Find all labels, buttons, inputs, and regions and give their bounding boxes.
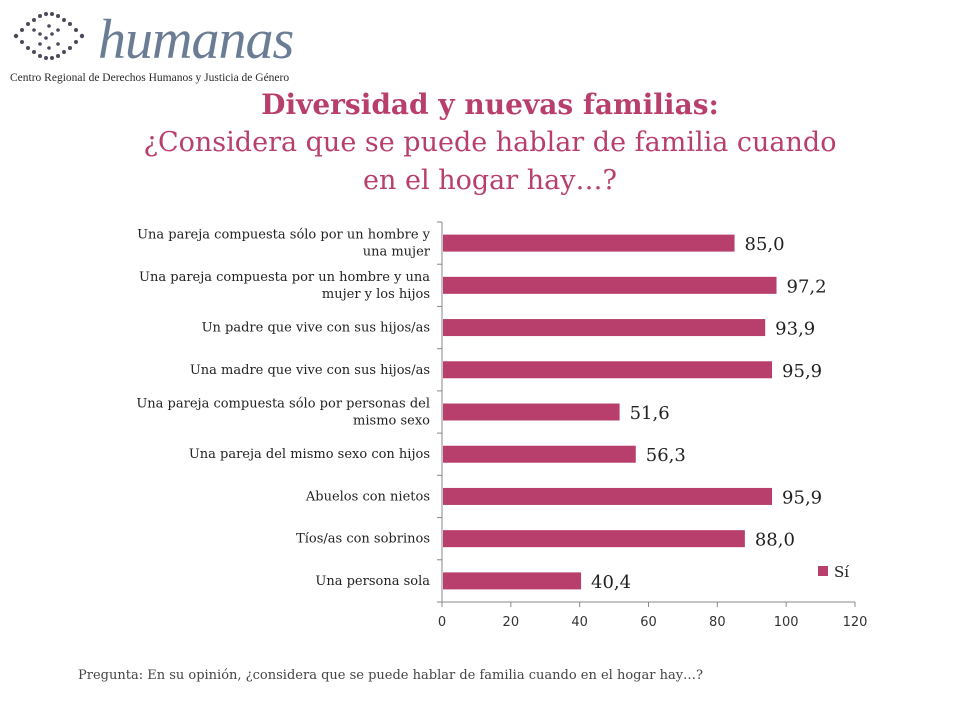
page-title: Diversidad y nuevas familias: ¿Considera…	[60, 86, 920, 200]
logo-wordmark: humanas	[98, 9, 294, 71]
logo-mark-icon	[13, 12, 85, 60]
bar	[443, 572, 582, 590]
value-label: 95,9	[782, 487, 822, 508]
humanas-logo: humanas Centro Regional de Derechos Huma…	[6, 6, 294, 94]
value-label: 97,2	[787, 276, 827, 297]
value-label: 40,4	[591, 572, 631, 593]
category-label: Una madre que vive con sus hijos/as	[190, 363, 430, 378]
category-label: Abuelos con nietos	[305, 489, 430, 504]
x-tick-label: 20	[503, 615, 520, 630]
bar	[443, 403, 620, 421]
title-question-line-1: ¿Considera que se puede hablar de famili…	[143, 127, 837, 158]
x-tick-label: 0	[438, 615, 446, 630]
x-tick-label: 120	[843, 615, 868, 630]
title-question-line-2: en el hogar hay…?	[363, 165, 617, 196]
bar	[443, 276, 777, 294]
category-label: Una pareja compuesta por un hombre y una…	[139, 270, 430, 302]
bar	[443, 361, 773, 379]
question-footnote: Pregunta: En su opinión, ¿considera que …	[78, 668, 704, 683]
category-label: Una pareja del mismo sexo con hijos	[189, 447, 430, 462]
x-tick-label: 100	[774, 615, 799, 630]
bar	[443, 530, 745, 548]
legend-label: Sí	[834, 563, 849, 581]
value-label: 56,3	[646, 445, 686, 466]
value-label: 93,9	[775, 319, 815, 340]
bar	[443, 234, 735, 252]
bar	[443, 487, 773, 505]
category-label: Una persona sola	[315, 574, 430, 589]
category-label: Una pareja compuesta sólo por un hombre …	[137, 228, 431, 260]
title-main: Diversidad y nuevas familias:	[261, 88, 719, 121]
value-label: 95,9	[782, 361, 822, 382]
value-label: 88,0	[755, 530, 795, 551]
category-label: Tíos/as con sobrinos	[296, 532, 430, 547]
x-tick-label: 60	[640, 615, 657, 630]
x-tick-label: 80	[709, 615, 726, 630]
x-tick-label: 40	[571, 615, 588, 630]
bar-chart: 0 20 40 60 80 100 120 Una pareja compuesta sólo…	[136, 221, 868, 630]
category-label: Un padre que vive con sus hijos/as	[202, 321, 430, 336]
category-label: Una pareja compuesta sólo por personas d…	[136, 397, 430, 429]
value-label: 51,6	[630, 403, 670, 424]
value-label: 85,0	[745, 234, 785, 255]
bar	[443, 319, 766, 337]
legend-swatch	[818, 566, 828, 576]
logo-subtitle: Centro Regional de Derechos Humanos y Ju…	[10, 72, 290, 84]
bar	[443, 445, 636, 463]
